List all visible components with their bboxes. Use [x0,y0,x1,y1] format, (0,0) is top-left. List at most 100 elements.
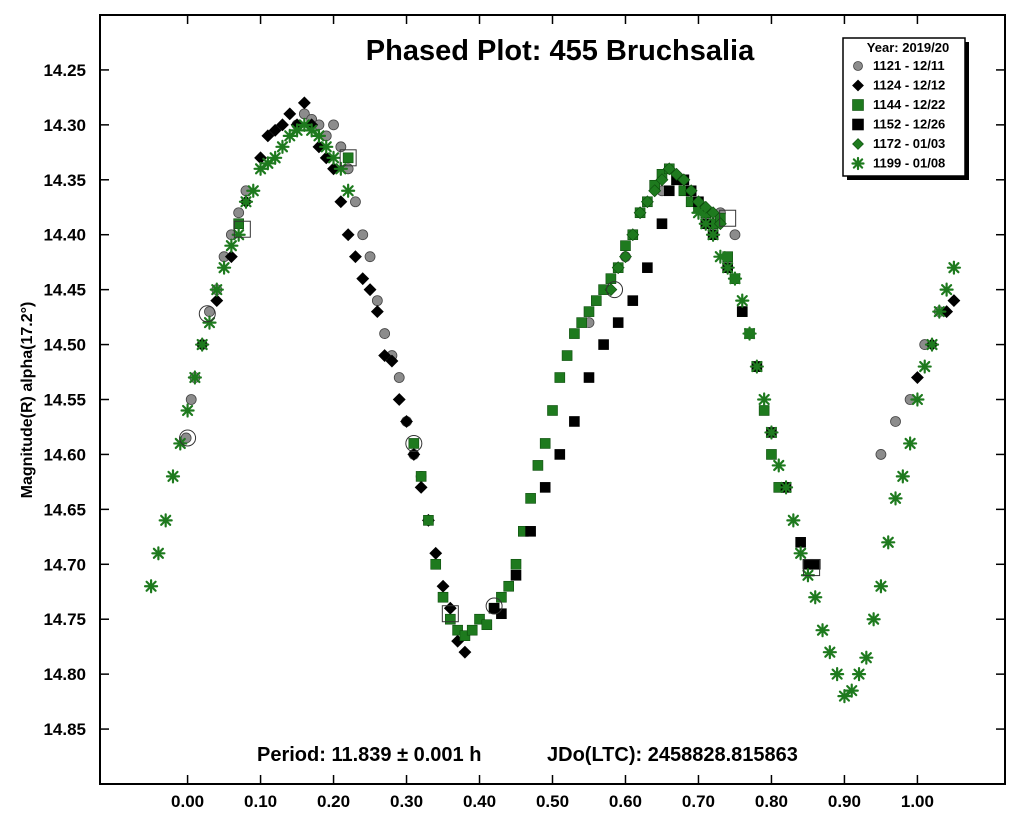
data-point [342,152,354,164]
data-point [662,162,676,176]
data-point [510,569,522,581]
data-point [656,218,668,230]
data-point [165,469,181,484]
data-point [766,449,777,460]
legend-marker [853,61,863,71]
data-point [569,416,580,427]
data-point [729,229,741,241]
data-point [627,295,639,306]
legend-marker [852,118,864,131]
legend-marker [852,79,864,92]
legend-marker [852,138,864,150]
data-point [547,405,558,416]
data-point [758,405,770,416]
data-point [539,438,551,449]
data-point [289,123,305,138]
x-tick-label: 0.50 [536,792,569,811]
data-point [488,602,500,614]
highlight-circle-marker [179,429,197,447]
data-point [830,667,845,682]
data-point [655,173,669,187]
data-point [525,493,536,504]
data-point [253,161,268,176]
data-point [764,425,779,440]
y-tick-label: 14.55 [43,391,86,410]
data-point [415,471,427,482]
highlight-circle-marker [606,281,624,299]
data-point [947,294,961,308]
legend-label: 1199 - 01/08 [873,156,945,171]
highlight-circle-marker [198,305,216,323]
x-tick-label: 0.40 [463,792,496,811]
data-point [261,129,275,143]
data-point [210,294,224,308]
y-tick-label: 14.45 [43,281,86,300]
data-point [727,271,743,286]
data-point [706,206,720,220]
data-point [445,613,456,625]
data-point [525,526,536,537]
data-point [423,515,434,526]
data-point [452,624,463,636]
legend-label: 1121 - 12/11 [873,58,945,73]
data-point [481,619,493,631]
data-point [334,195,348,209]
data-point [749,359,764,374]
highlight-circle-marker [405,434,423,452]
data-point [590,295,602,306]
data-point [407,448,421,461]
data-point [297,117,312,132]
data-point [808,590,823,605]
data-point [633,206,647,220]
x-tick-label: 0.60 [609,792,642,811]
data-point [392,393,406,406]
y-axis-label: Magnitude(R) alpha(17.2°) [19,302,36,499]
data-point [158,513,173,528]
data-point [736,306,748,317]
highlight-square-marker [719,209,737,227]
data-point [648,184,662,198]
data-point [910,371,924,384]
data-point [216,260,232,275]
data-point [903,436,918,451]
x-tick-label: 0.80 [755,792,788,811]
data-point [224,250,238,264]
data-point [809,558,821,570]
data-point [890,416,901,427]
data-point [510,558,522,570]
data-point [356,272,370,286]
data-point [771,458,786,473]
data-point [881,535,896,550]
legend-title: Year: 2019/20 [867,40,949,55]
data-point [895,469,910,484]
data-point [705,227,721,242]
y-tick-label: 14.70 [43,555,86,574]
data-point [720,260,735,275]
data-point [319,139,334,154]
data-point [611,261,625,275]
data-points [143,96,962,704]
data-point [268,123,282,137]
x-tick-label: 0.20 [317,792,350,811]
data-point [598,339,609,350]
data-point [561,350,573,361]
data-point [795,537,806,548]
highlight-square-marker [441,605,459,623]
data-point [786,513,801,528]
data-point [209,282,224,297]
data-point [735,293,750,308]
data-point [677,173,691,187]
data-point [713,249,728,264]
x-tick-label: 1.00 [901,792,934,811]
data-point [437,591,449,603]
data-point [917,359,932,374]
data-point [532,460,544,471]
data-point [576,317,587,328]
data-point [335,141,347,153]
data-point [778,480,794,495]
data-point [875,449,887,460]
data-point [283,107,297,121]
highlight-square-marker [339,149,357,167]
data-point [282,128,297,143]
